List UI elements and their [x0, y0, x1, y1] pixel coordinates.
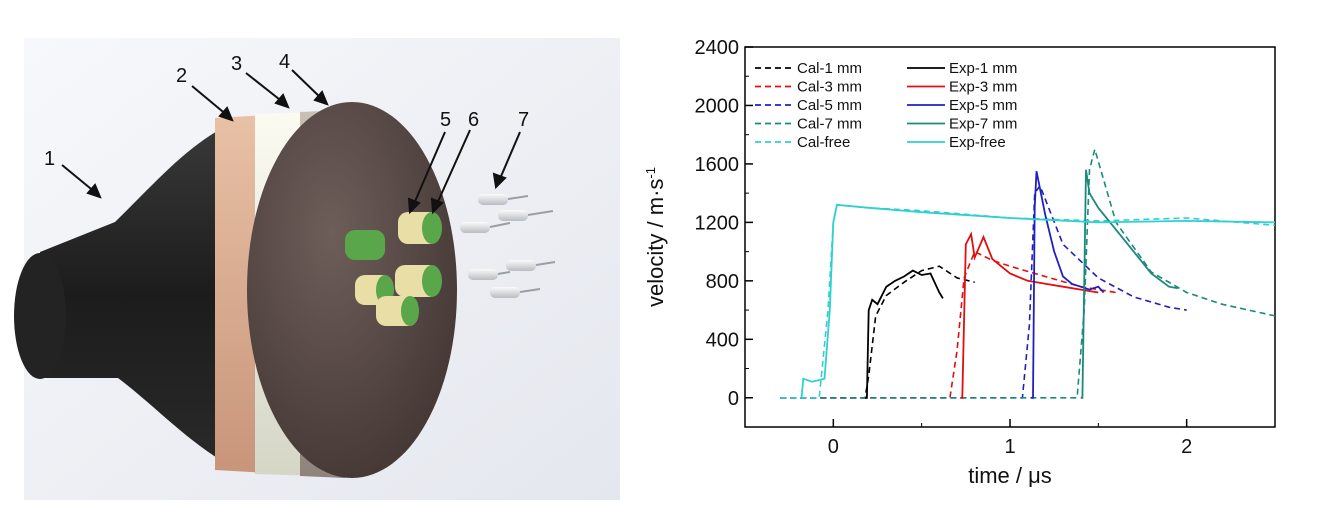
y-tick-label: 0	[728, 388, 739, 410]
sensor-pins	[460, 194, 556, 298]
legend-label: Exp-5 mm	[949, 97, 1017, 114]
device-drawing: 1 2 3 4 5 6 7	[14, 38, 620, 500]
callout-2: 2	[176, 65, 187, 87]
callout-1: 1	[44, 148, 55, 170]
series-exp-7-mm	[1080, 169, 1178, 399]
series-exp-free	[800, 203, 1276, 398]
legend-label: Exp-3 mm	[949, 79, 1017, 96]
x-tick-label: 1	[1004, 436, 1015, 458]
callout-5: 5	[440, 109, 451, 131]
legend-label: Exp-free	[949, 134, 1006, 151]
legend-label: Cal-1 mm	[797, 60, 862, 77]
series-cal-7-mm	[780, 146, 1276, 399]
series-exp-5-mm	[1031, 171, 1105, 399]
y-tick-label: 1600	[695, 154, 740, 176]
callout-4: 4	[279, 51, 290, 73]
legend-label: Exp-7 mm	[949, 116, 1017, 133]
legend-label: Exp-1 mm	[949, 60, 1017, 77]
callout-3: 3	[231, 53, 242, 75]
callout-labels: 1 2 3 4 5 6 7	[44, 51, 529, 170]
front-face	[247, 102, 457, 478]
series-cal-1-mm	[780, 265, 975, 399]
legend-label: Cal-free	[797, 134, 850, 151]
x-tick-label: 0	[828, 436, 839, 458]
x-axis: 0 1 2	[744, 419, 1276, 458]
y-axis-label: velocity / m·s-1	[643, 167, 668, 307]
series-layer	[780, 146, 1276, 399]
legend-label: Cal-7 mm	[797, 116, 862, 133]
series-exp-3-mm	[960, 231, 1099, 399]
callout-arrows	[61, 69, 521, 215]
series-cal-3-mm	[780, 250, 1117, 399]
legend-label: Cal-3 mm	[797, 79, 862, 96]
legend-label: Cal-5 mm	[797, 97, 862, 114]
cylinder-elements	[345, 212, 442, 326]
y-tick-label: 1200	[695, 212, 740, 234]
y-tick-label: 800	[706, 271, 739, 293]
callout-6: 6	[468, 109, 479, 131]
series-exp-1-mm	[865, 269, 944, 399]
callout-7: 7	[518, 109, 529, 131]
cone-body	[40, 120, 238, 470]
y-tick-label: 400	[706, 329, 739, 351]
y-axis: 0 400 800 1200 1600 2000 2400	[695, 37, 753, 410]
y-tick-label: 2000	[695, 95, 740, 117]
series-cal-free	[780, 203, 1276, 399]
device-illustration: 1 2 3 4 5 6 7	[0, 0, 620, 500]
series-cal-5-mm	[780, 184, 1187, 399]
y-tick-label: 2400	[695, 37, 740, 59]
x-axis-label: time / μs	[968, 463, 1052, 488]
x-tick-label: 2	[1181, 436, 1192, 458]
